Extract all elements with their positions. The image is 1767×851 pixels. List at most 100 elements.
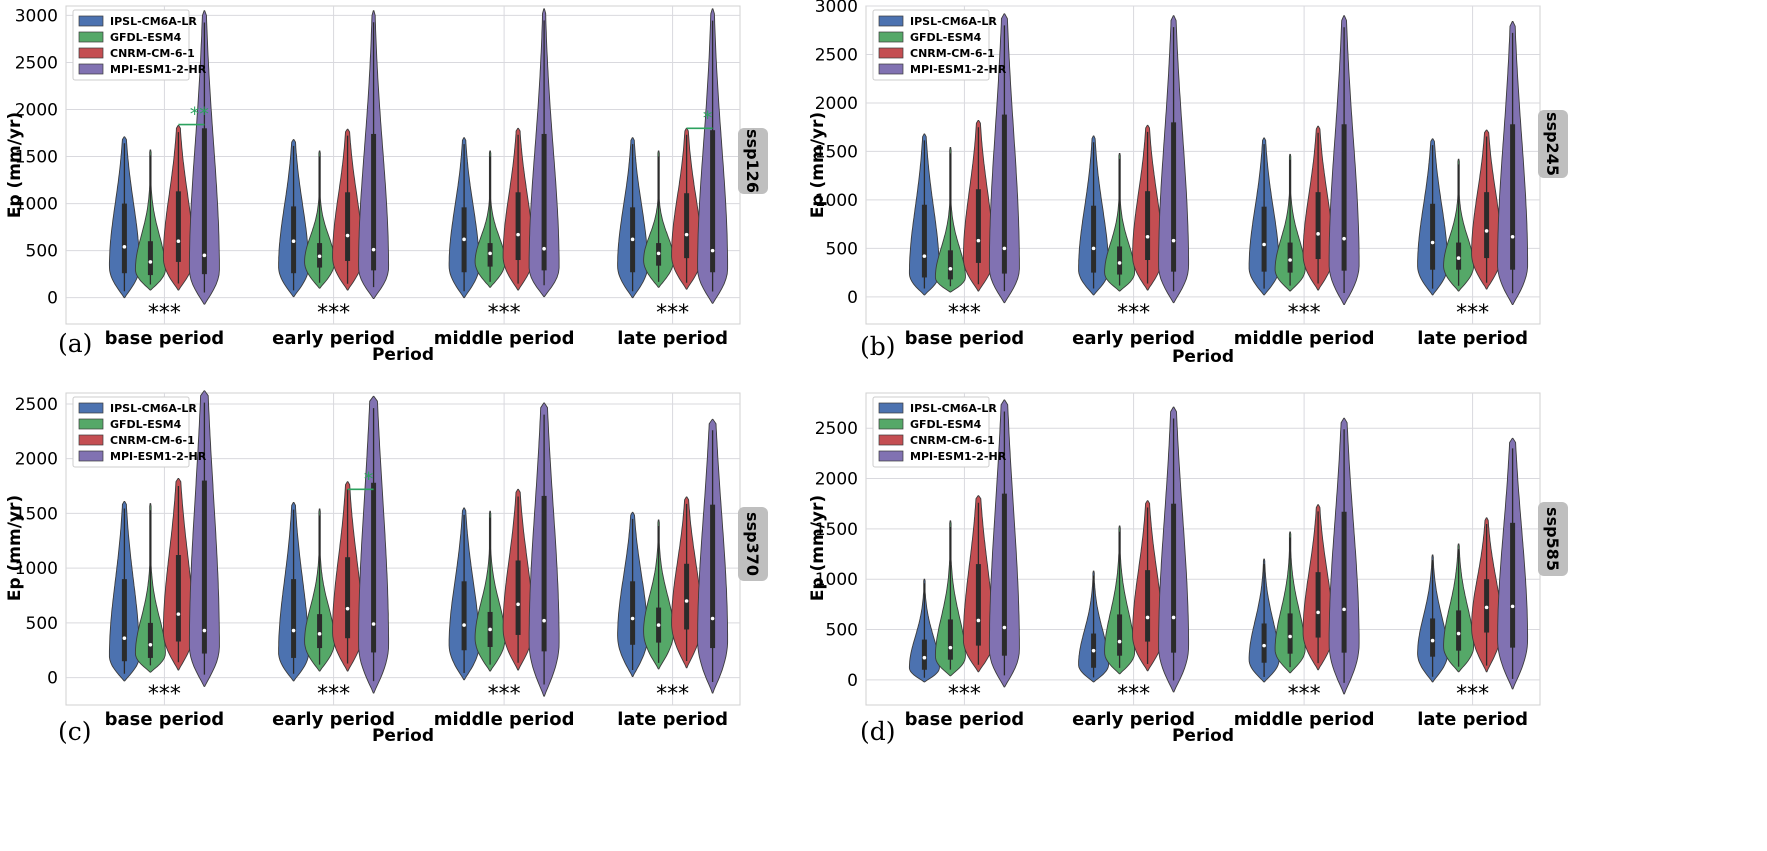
significance-label: ***: [1456, 301, 1489, 326]
significance-label: ***: [148, 301, 181, 326]
iqr-box: [1341, 511, 1347, 653]
x-axis-label: Period: [372, 345, 434, 365]
median-point: [1288, 258, 1292, 262]
legend-swatch: [78, 450, 104, 462]
iqr-box: [175, 555, 181, 642]
legend-label: IPSL-CM6A-LR: [110, 15, 197, 28]
median-point: [1262, 643, 1266, 648]
iqr-box: [1430, 618, 1436, 657]
legend-swatch: [878, 31, 904, 43]
iqr-box: [1484, 192, 1490, 259]
median-point: [1145, 234, 1150, 239]
median-point: [1288, 634, 1292, 639]
y-tick-label: 2500: [815, 45, 858, 65]
median-point: [976, 618, 981, 623]
y-tick-label: 2000: [815, 94, 858, 114]
legend-label: MPI-ESM1-2-HR: [110, 450, 207, 463]
x-tick-label: base period: [105, 709, 225, 730]
legend-label: MPI-ESM1-2-HR: [910, 450, 1007, 463]
median-point: [291, 239, 296, 244]
y-tick-label: 500: [826, 621, 858, 641]
median-point: [1510, 234, 1515, 239]
y-axis-label: Ep (mm/yr): [808, 112, 828, 218]
y-tick-label: 0: [47, 669, 58, 689]
median-point: [922, 254, 927, 258]
legend-swatch: [78, 402, 104, 414]
y-tick-label: 1000: [815, 570, 858, 590]
iqr-box: [147, 622, 153, 658]
median-point: [122, 245, 127, 249]
iqr-box: [1117, 246, 1123, 275]
median-point: [630, 616, 635, 621]
panel-letter: (b): [860, 332, 896, 361]
significance-label: ***: [948, 682, 981, 707]
significance-label: ***: [1456, 682, 1489, 707]
y-tick-label: 2000: [15, 100, 58, 120]
scenario-strip: [1538, 502, 1568, 576]
legend-swatch: [78, 47, 104, 59]
legend-label: IPSL-CM6A-LR: [110, 402, 197, 415]
median-point: [1091, 246, 1096, 251]
x-tick-label: base period: [905, 709, 1025, 730]
legend: [872, 396, 990, 468]
median-point: [1145, 615, 1150, 620]
median-point: [948, 645, 953, 650]
y-tick-label: 500: [826, 239, 858, 259]
iqr-box: [515, 192, 521, 261]
x-tick-label: early period: [1072, 328, 1195, 349]
iqr-box: [975, 189, 981, 263]
scenario-label: ssp126: [743, 129, 762, 193]
iqr-box: [121, 203, 127, 274]
median-point: [122, 636, 127, 641]
iqr-box: [1287, 242, 1293, 273]
median-point: [1456, 631, 1461, 636]
x-tick-label: late period: [617, 328, 728, 349]
median-point: [1262, 242, 1266, 247]
legend-swatch: [78, 434, 104, 446]
legend-swatch: [878, 47, 904, 59]
median-point: [148, 260, 153, 264]
y-tick-label: 2500: [815, 419, 858, 439]
scenario-strip: [738, 507, 768, 581]
legend-swatch: [878, 402, 904, 414]
y-tick-label: 1000: [815, 191, 858, 211]
median-point: [1342, 236, 1346, 241]
legend-label: CNRM-CM-6-1: [110, 47, 195, 60]
iqr-box: [371, 482, 377, 653]
median-point: [148, 642, 153, 647]
iqr-box: [541, 495, 547, 652]
iqr-box: [147, 241, 153, 276]
iqr-box: [630, 581, 636, 645]
iqr-box: [1117, 614, 1123, 656]
legend-swatch: [878, 434, 904, 446]
pair-significance-label: *: [364, 468, 374, 490]
median-point: [1316, 232, 1320, 236]
significance-label: ***: [148, 682, 181, 707]
iqr-box: [461, 581, 467, 651]
significance-label: ***: [656, 301, 689, 326]
x-axis-label: Period: [1172, 726, 1234, 746]
significance-label: ***: [948, 301, 981, 326]
x-tick-label: middle period: [434, 328, 575, 349]
iqr-box: [1171, 503, 1177, 653]
iqr-box: [1341, 124, 1347, 271]
median-point: [542, 246, 546, 251]
y-tick-label: 2000: [815, 470, 858, 490]
median-point: [1510, 604, 1515, 609]
y-tick-label: 1500: [815, 520, 858, 540]
significance-label: ***: [1288, 682, 1321, 707]
iqr-box: [1145, 191, 1151, 261]
iqr-box: [345, 557, 351, 639]
legend-label: GFDL-ESM4: [910, 31, 982, 44]
iqr-box: [1091, 205, 1097, 273]
median-point: [176, 612, 181, 616]
legend: [72, 9, 190, 81]
median-point: [1117, 639, 1122, 644]
pair-significance-label: *: [703, 107, 713, 129]
iqr-box: [1001, 114, 1007, 274]
legend-label: IPSL-CM6A-LR: [910, 15, 997, 28]
x-tick-label: early period: [272, 328, 395, 349]
significance-label: ***: [656, 682, 689, 707]
iqr-box: [975, 564, 981, 646]
